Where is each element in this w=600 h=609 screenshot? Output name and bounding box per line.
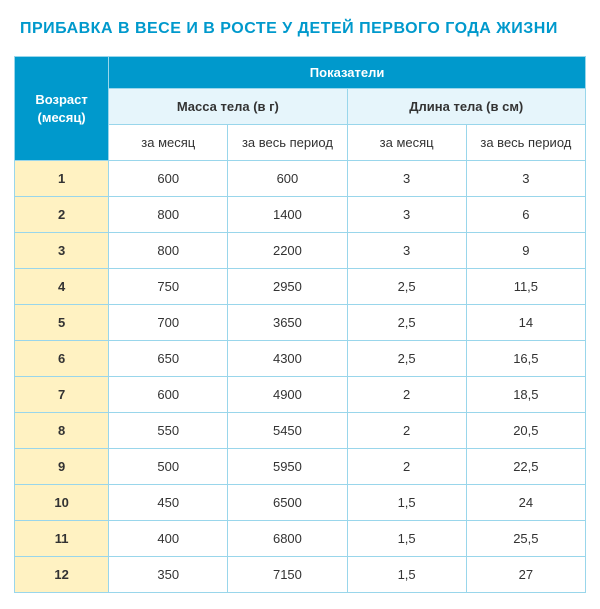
len-month-cell: 2 bbox=[347, 377, 466, 413]
col-header-mass-period: за весь период bbox=[228, 125, 347, 161]
table-row: 1045065001,524 bbox=[15, 485, 586, 521]
page-title: ПРИБАВКА В ВЕСЕ И В РОСТЕ У ДЕТЕЙ ПЕРВОГ… bbox=[20, 20, 586, 38]
mass-month-cell: 700 bbox=[109, 305, 228, 341]
len-total-cell: 11,5 bbox=[466, 269, 585, 305]
len-month-cell: 2,5 bbox=[347, 269, 466, 305]
age-cell: 6 bbox=[15, 341, 109, 377]
len-month-cell: 1,5 bbox=[347, 521, 466, 557]
table-row: 76004900218,5 bbox=[15, 377, 586, 413]
col-header-len-period: за весь период bbox=[466, 125, 585, 161]
col-header-indicators: Показатели bbox=[109, 57, 586, 89]
len-total-cell: 20,5 bbox=[466, 413, 585, 449]
len-total-cell: 22,5 bbox=[466, 449, 585, 485]
mass-month-cell: 500 bbox=[109, 449, 228, 485]
table-row: 95005950222,5 bbox=[15, 449, 586, 485]
col-header-length-group: Длина тела (в см) bbox=[347, 89, 585, 125]
table-row: 1140068001,525,5 bbox=[15, 521, 586, 557]
col-header-mass-month: за месяц bbox=[109, 125, 228, 161]
col-header-age: Возраст (месяц) bbox=[15, 57, 109, 161]
mass-total-cell: 3650 bbox=[228, 305, 347, 341]
len-month-cell: 2,5 bbox=[347, 341, 466, 377]
mass-month-cell: 400 bbox=[109, 521, 228, 557]
mass-month-cell: 550 bbox=[109, 413, 228, 449]
table-row: 1235071501,527 bbox=[15, 557, 586, 593]
mass-total-cell: 2200 bbox=[228, 233, 347, 269]
len-total-cell: 3 bbox=[466, 161, 585, 197]
age-cell: 12 bbox=[15, 557, 109, 593]
table-row: 475029502,511,5 bbox=[15, 269, 586, 305]
age-label-line1: Возраст bbox=[35, 92, 87, 107]
mass-total-cell: 4900 bbox=[228, 377, 347, 413]
age-cell: 5 bbox=[15, 305, 109, 341]
len-total-cell: 27 bbox=[466, 557, 585, 593]
col-header-len-month: за месяц bbox=[347, 125, 466, 161]
mass-month-cell: 800 bbox=[109, 233, 228, 269]
mass-month-cell: 450 bbox=[109, 485, 228, 521]
len-total-cell: 18,5 bbox=[466, 377, 585, 413]
age-cell: 9 bbox=[15, 449, 109, 485]
age-label-line2: (месяц) bbox=[38, 110, 86, 125]
len-total-cell: 25,5 bbox=[466, 521, 585, 557]
age-cell: 4 bbox=[15, 269, 109, 305]
len-month-cell: 2 bbox=[347, 449, 466, 485]
mass-month-cell: 650 bbox=[109, 341, 228, 377]
mass-total-cell: 5450 bbox=[228, 413, 347, 449]
mass-month-cell: 350 bbox=[109, 557, 228, 593]
len-month-cell: 3 bbox=[347, 233, 466, 269]
len-total-cell: 9 bbox=[466, 233, 585, 269]
mass-total-cell: 7150 bbox=[228, 557, 347, 593]
table-row: 85505450220,5 bbox=[15, 413, 586, 449]
mass-total-cell: 2950 bbox=[228, 269, 347, 305]
table-row: 3800220039 bbox=[15, 233, 586, 269]
mass-total-cell: 5950 bbox=[228, 449, 347, 485]
col-header-mass-group: Масса тела (в г) bbox=[109, 89, 347, 125]
mass-total-cell: 4300 bbox=[228, 341, 347, 377]
len-month-cell: 1,5 bbox=[347, 557, 466, 593]
mass-month-cell: 600 bbox=[109, 161, 228, 197]
mass-month-cell: 800 bbox=[109, 197, 228, 233]
age-cell: 3 bbox=[15, 233, 109, 269]
mass-total-cell: 600 bbox=[228, 161, 347, 197]
growth-table: Возраст (месяц) Показатели Масса тела (в… bbox=[14, 56, 586, 593]
mass-total-cell: 6500 bbox=[228, 485, 347, 521]
len-month-cell: 3 bbox=[347, 197, 466, 233]
age-cell: 2 bbox=[15, 197, 109, 233]
age-cell: 8 bbox=[15, 413, 109, 449]
table-row: 2800140036 bbox=[15, 197, 586, 233]
table-row: 570036502,514 bbox=[15, 305, 586, 341]
table-row: 160060033 bbox=[15, 161, 586, 197]
len-month-cell: 2 bbox=[347, 413, 466, 449]
mass-month-cell: 600 bbox=[109, 377, 228, 413]
age-cell: 11 bbox=[15, 521, 109, 557]
len-month-cell: 3 bbox=[347, 161, 466, 197]
table-row: 665043002,516,5 bbox=[15, 341, 586, 377]
age-cell: 1 bbox=[15, 161, 109, 197]
mass-total-cell: 6800 bbox=[228, 521, 347, 557]
len-total-cell: 14 bbox=[466, 305, 585, 341]
mass-total-cell: 1400 bbox=[228, 197, 347, 233]
age-cell: 7 bbox=[15, 377, 109, 413]
len-total-cell: 24 bbox=[466, 485, 585, 521]
mass-month-cell: 750 bbox=[109, 269, 228, 305]
table-body: 16006003328001400363800220039475029502,5… bbox=[15, 161, 586, 593]
len-month-cell: 1,5 bbox=[347, 485, 466, 521]
len-month-cell: 2,5 bbox=[347, 305, 466, 341]
age-cell: 10 bbox=[15, 485, 109, 521]
len-total-cell: 6 bbox=[466, 197, 585, 233]
len-total-cell: 16,5 bbox=[466, 341, 585, 377]
